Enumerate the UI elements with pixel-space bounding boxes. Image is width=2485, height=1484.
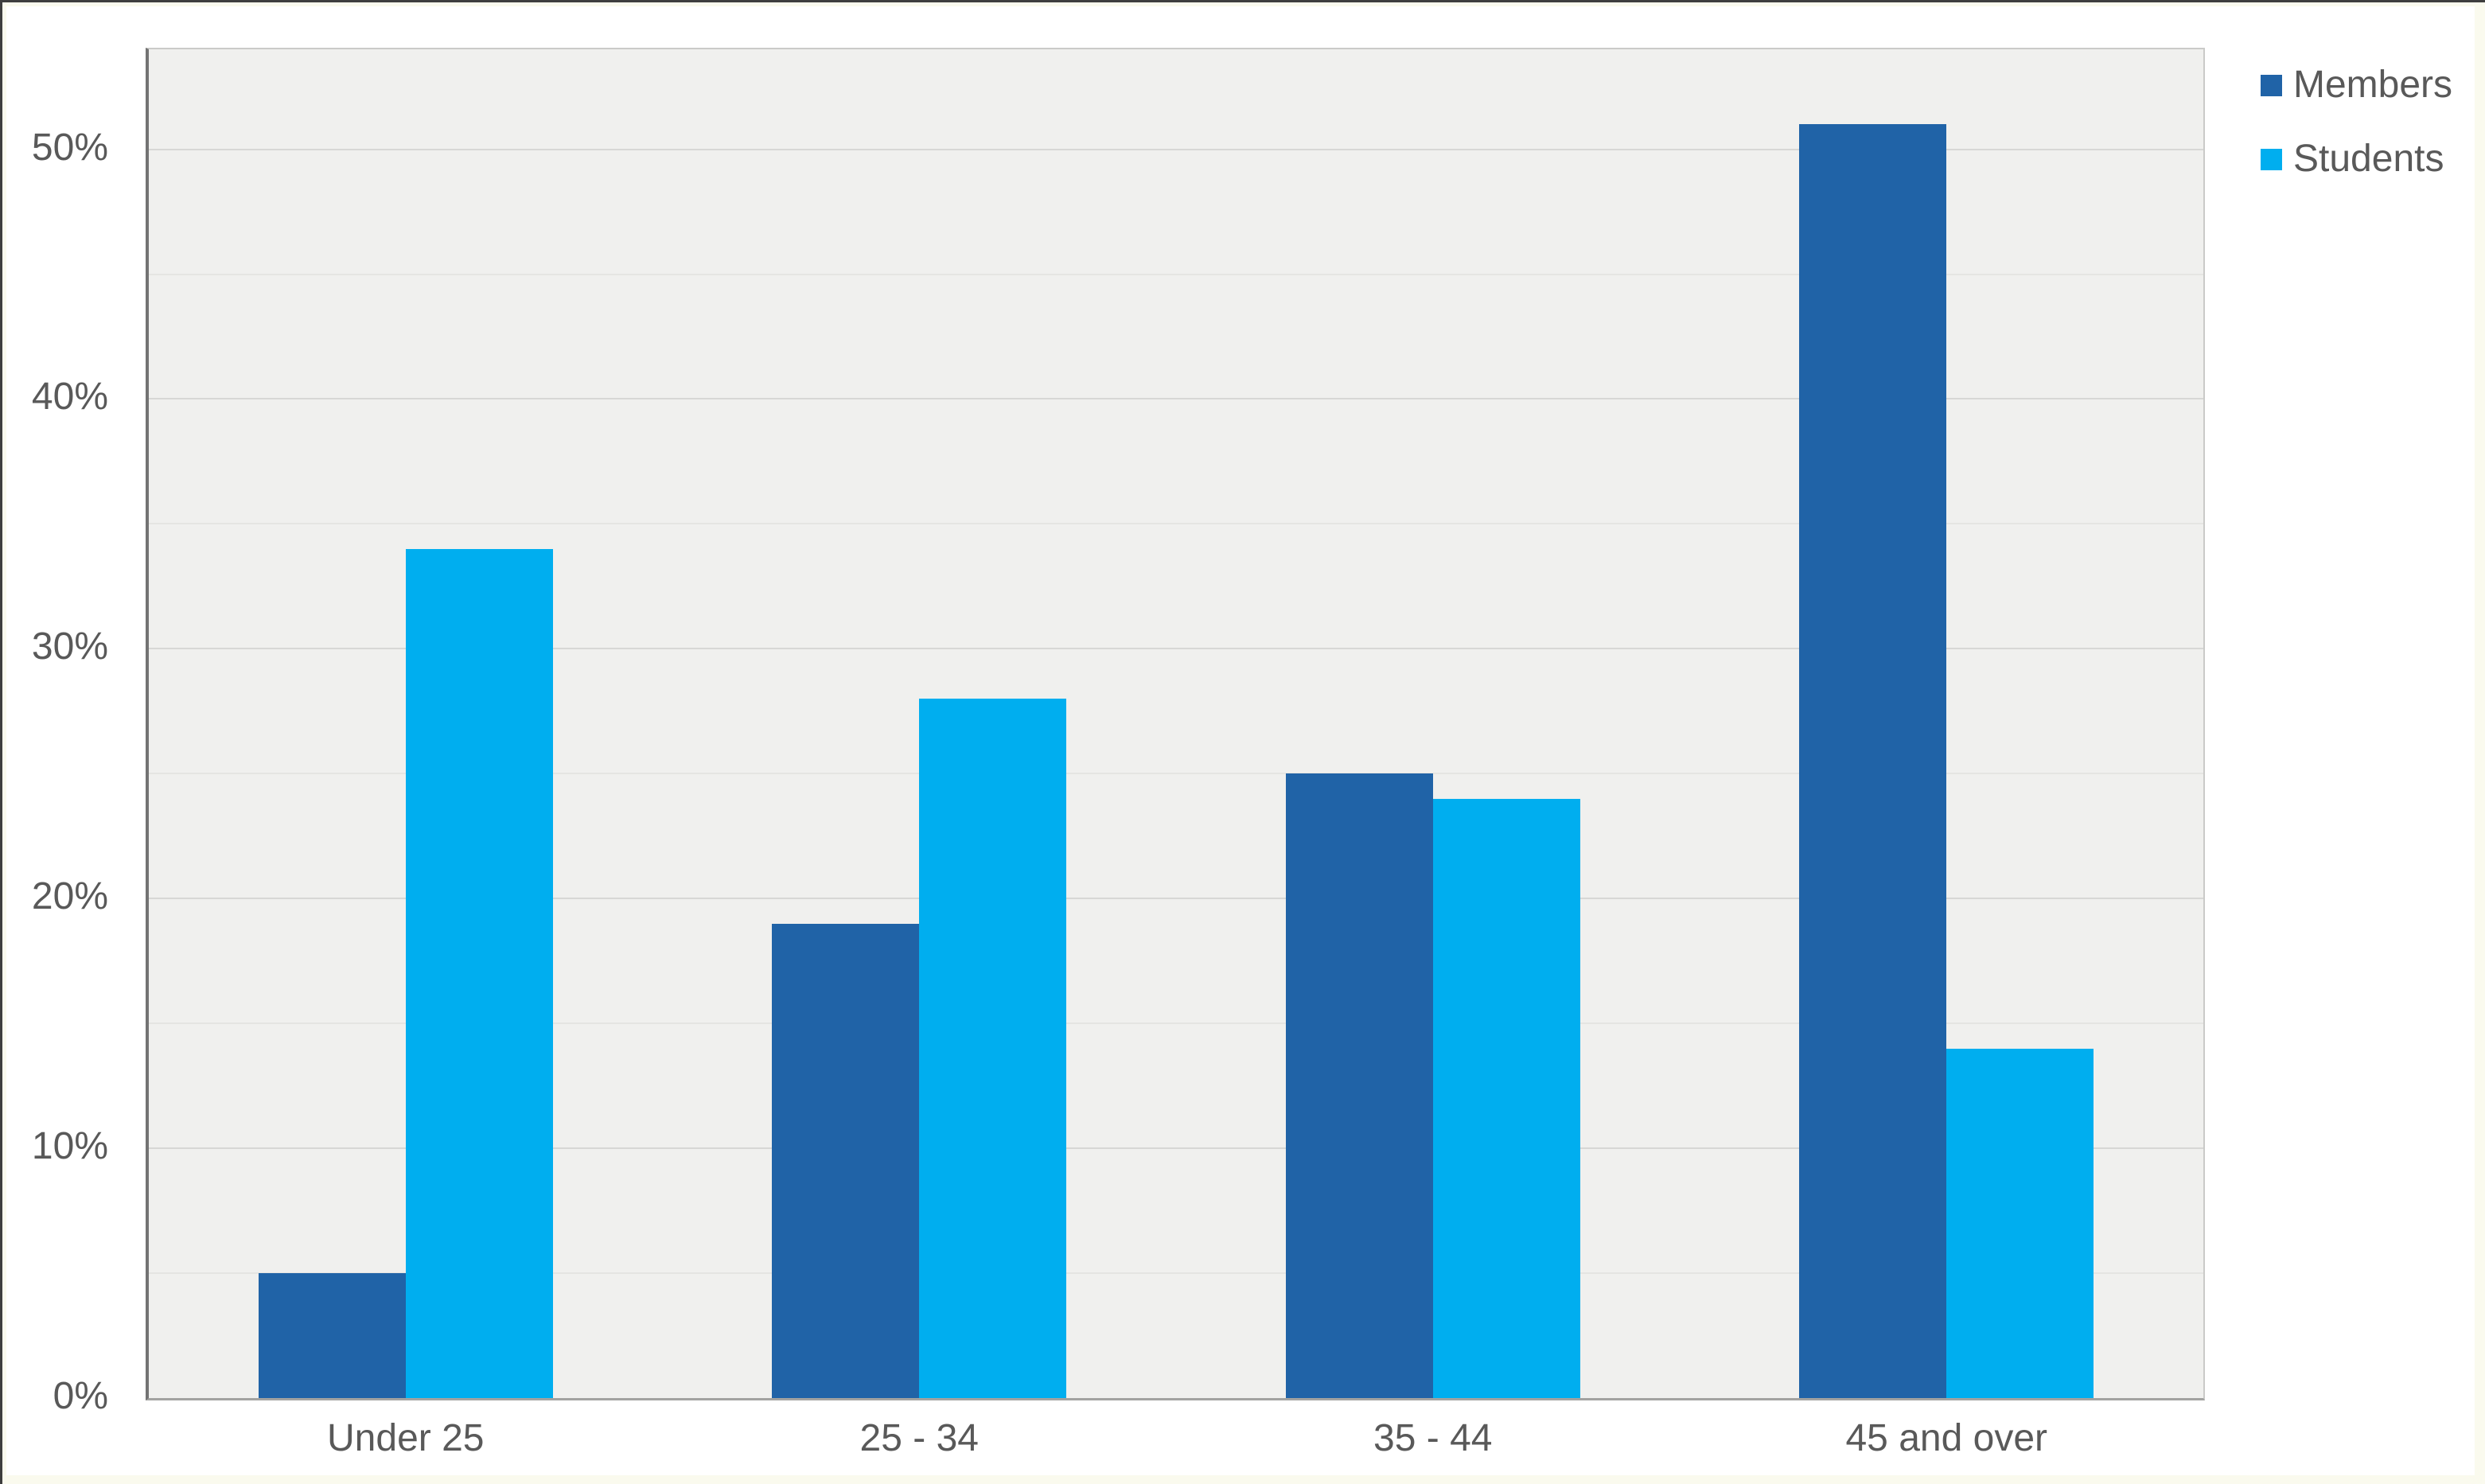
x-tick-label-4: 45 and over (1845, 1417, 2048, 1459)
y-tick-label-40: 40% (31, 376, 108, 419)
gridline-minor-25 (149, 773, 2203, 775)
gridline-major-50 (149, 148, 2203, 150)
legend-swatch-members (2261, 74, 2282, 96)
bar-members-3 (1285, 773, 1433, 1398)
bar-students-4 (1946, 1048, 2094, 1398)
window-left-border (0, 0, 2, 1484)
x-tick-label-1: Under 25 (327, 1417, 485, 1459)
gridline-minor-15 (149, 1022, 2203, 1025)
gridline-major-20 (149, 898, 2203, 900)
gridline-major-30 (149, 648, 2203, 650)
legend-label-members: Members (2293, 64, 2453, 106)
gridline-minor-45 (149, 273, 2203, 275)
y-tick-label-20: 20% (31, 875, 108, 918)
legend-item-members: Members (2261, 64, 2452, 107)
bar-members-4 (1799, 124, 1947, 1398)
x-tick-label-3: 35 - 44 (1373, 1417, 1493, 1459)
bar-members-2 (772, 923, 920, 1398)
bar-students-1 (405, 548, 553, 1398)
y-tick-label-50: 50% (31, 126, 108, 169)
legend: Members Students (2261, 64, 2452, 212)
legend-item-students: Students (2261, 138, 2452, 181)
x-tick-label-2: 25 - 34 (859, 1417, 979, 1459)
bar-members-1 (258, 1273, 406, 1398)
y-tick-label-10: 10% (31, 1125, 108, 1168)
chart-canvas: 0% 10% 20% 30% 40% 50% Under 25 25 - 34 35 - 44… (6, 6, 2475, 1475)
window-top-border (0, 0, 2485, 2)
bar-students-3 (1432, 798, 1580, 1398)
plot-area (146, 48, 2205, 1400)
gridline-minor-5 (149, 1272, 2203, 1275)
gridline-minor-35 (149, 523, 2203, 525)
bar-students-2 (919, 699, 1067, 1398)
legend-swatch-students (2261, 148, 2282, 170)
y-tick-label-30: 30% (31, 625, 108, 668)
gridline-major-40 (149, 398, 2203, 400)
y-tick-label-0: 0% (53, 1375, 108, 1417)
x-axis-labels: Under 25 25 - 34 35 - 44 45 and over (149, 1416, 2203, 1472)
gridline-major-10 (149, 1147, 2203, 1150)
y-axis-labels: 0% 10% 20% 30% 40% 50% (6, 48, 108, 1417)
legend-label-students: Students (2293, 138, 2444, 180)
